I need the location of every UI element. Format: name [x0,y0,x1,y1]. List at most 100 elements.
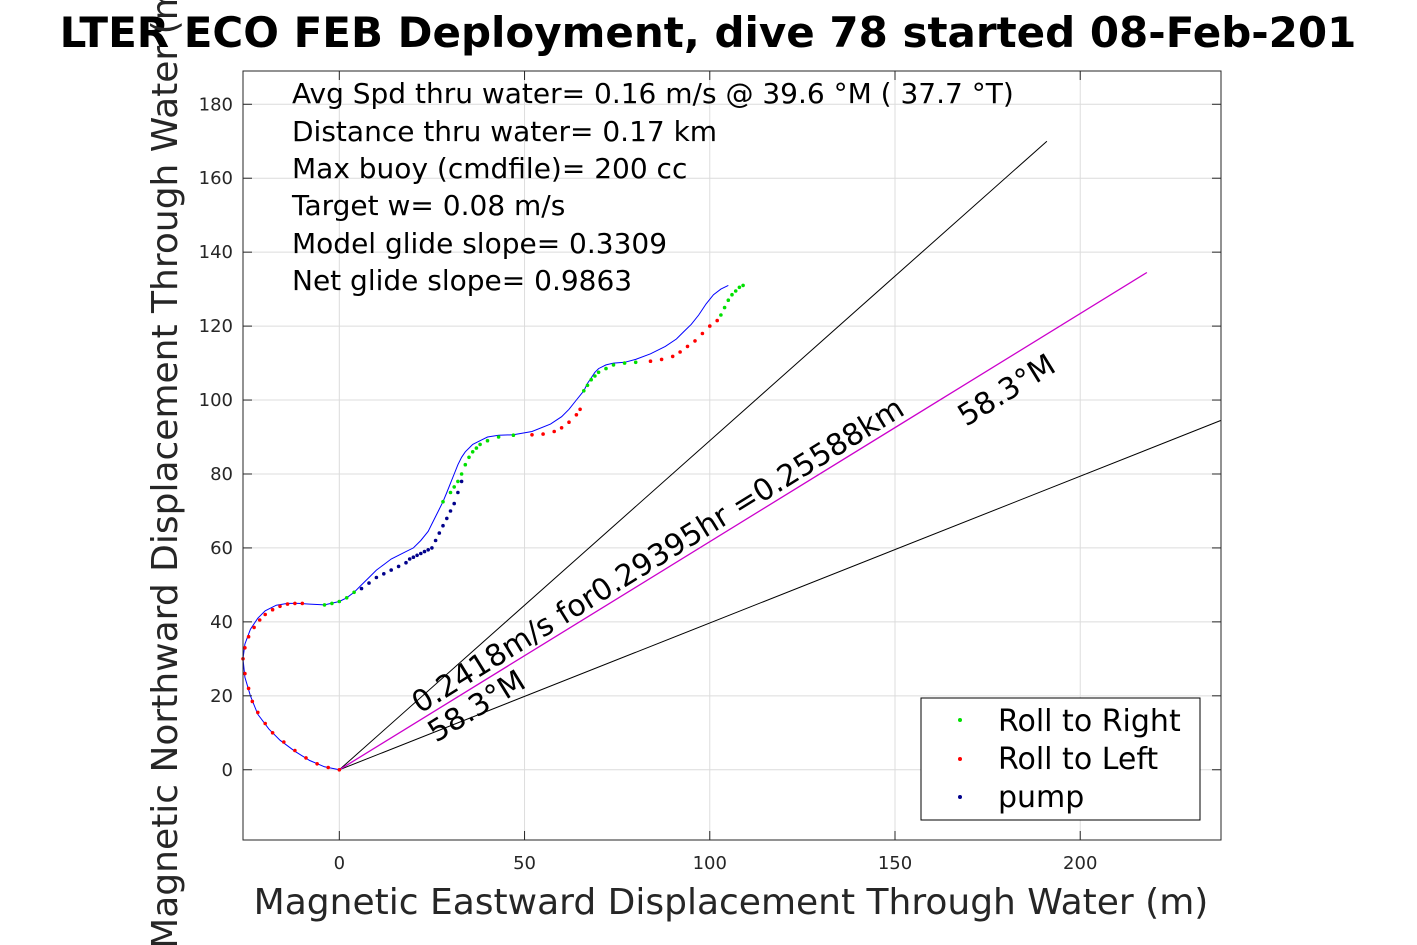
stat-max-buoy: Max buoy (cmdfile)= 200 cc [292,152,687,185]
roll-left-point [246,634,251,639]
heading-line [338,271,1148,771]
roll-right-point [344,596,349,600]
pump-point [452,501,457,506]
stat-target-w: Target w= 0.08 m/s [291,189,565,222]
roll-left-point [243,646,247,650]
pump-point [456,490,460,495]
roll-right-point [452,485,457,489]
pump-point [445,516,449,521]
roll-left-point [278,604,282,609]
roll-right-point [467,455,471,460]
roll-left-point [246,686,251,691]
roll-right-point [352,590,356,595]
y-tick-label: 180 [199,94,233,115]
y-tick-label: 120 [199,316,233,337]
pump-point [396,564,401,569]
roll-right-point [337,599,342,604]
ticks: 0 50 100 150 200 0 20 40 60 80 100 120 140 160 180 [199,71,1221,874]
x-tick-label: 150 [878,853,912,874]
pump-point [359,586,364,591]
roll-left-point [243,671,247,676]
roll-right-point [478,442,482,447]
roll-left-point [285,602,290,606]
roll-right-point [741,283,745,288]
roll-right-point [470,450,475,454]
roll-left-point [270,731,275,735]
roll-left-point [659,357,664,362]
roll-left-point [250,699,255,704]
roll-left-point [263,612,268,617]
roll-right-point [448,490,453,495]
roll-left-point [255,710,260,715]
roll-left-point [270,607,275,612]
roll-right-point [622,361,627,365]
pump-point [407,557,412,561]
pump-point [389,568,394,572]
roll-left-point [293,601,297,606]
roll-right-point [722,305,727,310]
roll-left-point [541,432,545,436]
y-tick-label: 100 [199,390,233,411]
pump-point [441,523,445,528]
y-axis-label: Magnetic Northward Displacement Through … [145,0,186,945]
pump-point [422,549,427,554]
roll-left-point [530,433,534,437]
roll-right-point [633,360,638,365]
roll-left-point [300,601,305,606]
roll-left-point [304,756,308,760]
y-tick-label: 60 [210,538,233,559]
legend-label-roll-right: Roll to Right [998,704,1181,739]
roll-right-point [459,472,464,476]
roll-left-point [282,740,286,744]
roll-right-point [456,479,460,484]
roll-right-point [330,601,334,606]
plot-area [241,140,1222,772]
roll-right-point [737,285,742,290]
pump-point [382,572,386,576]
roll-left-point [315,762,319,766]
roll-left-point [708,324,712,328]
pump-point [437,531,442,535]
pump-point [419,551,423,556]
legend-marker-roll-right [958,718,962,722]
roll-left-point [715,318,719,323]
roll-left-point [252,625,256,630]
legend-marker-pump [958,795,962,799]
roll-right-point [511,433,516,438]
roll-right-point [726,298,731,303]
y-tick-label: 0 [222,760,233,781]
roll-right-point [611,363,616,367]
roll-right-point [485,438,490,443]
y-tick-label: 140 [199,242,233,263]
roll-left-point [552,429,556,434]
roll-left-point [670,354,675,359]
roll-left-point [326,765,331,770]
x-axis-label: Magnetic Eastward Displacement Through W… [254,882,1209,923]
y-tick-label: 40 [210,612,233,633]
roll-right-point [585,383,590,388]
x-tick-label: 0 [334,853,345,874]
roll-left-point [574,413,579,417]
legend-label-roll-left: Roll to Left [998,742,1158,777]
roll-left-point [693,339,697,343]
legend: Roll to Right Roll to Left pump [920,697,1201,821]
roll-right-point [441,499,445,504]
roll-left-point [337,768,342,772]
guide-line-1 [339,419,1222,771]
grid [243,71,1221,840]
roll-right-point [719,313,723,317]
stat-net-glide-slope: Net glide slope= 0.9863 [292,264,632,297]
roll-left-point [578,407,582,412]
roll-right-point [463,462,468,467]
roll-left-point [685,344,690,349]
roll-left-point [559,426,564,430]
pump-point [367,581,371,585]
roll-right-point [322,603,327,607]
legend-marker-roll-left [958,757,962,761]
x-tick-label: 100 [693,853,727,874]
pump-point [411,555,416,559]
legend-box [920,697,1201,821]
stat-avg-speed: Avg Spd thru water= 0.16 m/s @ 39.6 °M (… [292,77,1014,110]
guide-line-0 [338,140,1048,771]
